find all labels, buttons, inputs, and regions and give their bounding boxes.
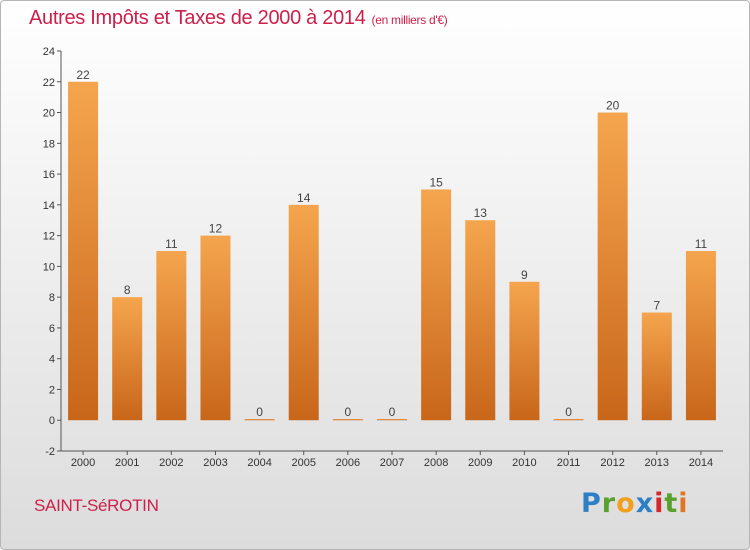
y-tick-label: 2 — [49, 384, 55, 396]
data-label: 7 — [653, 299, 660, 313]
x-tick-label: 2002 — [159, 457, 183, 469]
data-label: 11 — [695, 237, 708, 251]
logo-letter: r — [601, 488, 617, 519]
x-tick-label: 2004 — [247, 457, 271, 469]
data-label: 13 — [474, 206, 488, 220]
x-tick-label: 2008 — [424, 457, 448, 469]
logo-letter: P — [581, 488, 602, 519]
x-tick-label: 2001 — [115, 457, 139, 469]
x-tick-label: 2005 — [291, 457, 315, 469]
y-tick-label: 0 — [49, 415, 55, 427]
x-tick-label: 2012 — [600, 457, 624, 469]
y-tick-label: -2 — [45, 446, 55, 458]
x-tick-label: 2007 — [380, 457, 404, 469]
x-tick-label: 2009 — [468, 457, 492, 469]
y-tick-label: 4 — [49, 354, 55, 366]
bar — [200, 235, 231, 421]
bar — [465, 220, 496, 421]
bar — [685, 251, 716, 421]
commune-name: SAINT-SéROTIN — [34, 496, 159, 515]
data-label: 12 — [209, 222, 223, 236]
x-tick-label: 2011 — [557, 457, 581, 469]
bar — [377, 419, 407, 421]
y-tick-label: 10 — [43, 261, 55, 273]
bar — [244, 419, 275, 421]
logo-letter: x — [635, 488, 655, 519]
y-tick-label: 14 — [43, 200, 55, 212]
y-tick-label: 24 — [43, 46, 55, 58]
data-label: 11 — [165, 237, 178, 251]
y-tick-label: 22 — [43, 77, 55, 89]
y-tick-label: 16 — [43, 169, 55, 181]
x-tick-label: 2000 — [71, 457, 95, 469]
logo-letter: o — [616, 488, 636, 519]
data-label: 8 — [124, 283, 131, 297]
logo-letter: t — [664, 488, 679, 519]
proxiti-logo: Proxiti — [581, 488, 689, 519]
data-label: 0 — [345, 405, 352, 419]
bar — [509, 281, 540, 421]
data-label: 22 — [76, 68, 90, 82]
chart-title-main: Autres Impôts et Taxes de 2000 à 2014 — [29, 7, 366, 29]
bar — [68, 81, 99, 421]
y-tick-label: 20 — [43, 108, 55, 120]
data-label: 0 — [389, 405, 396, 419]
bar — [288, 204, 319, 421]
x-tick-label: 2014 — [689, 457, 713, 469]
bar — [332, 419, 363, 421]
y-tick-label: 8 — [49, 292, 55, 304]
bar — [553, 419, 584, 421]
bar — [641, 312, 672, 421]
bar — [421, 189, 452, 421]
y-tick-label: 12 — [43, 231, 55, 243]
y-tick-label: 6 — [49, 323, 55, 335]
logo-letter: i — [654, 488, 665, 519]
data-label: 0 — [565, 405, 572, 419]
bar — [112, 297, 143, 421]
logo-letter: i — [678, 488, 689, 519]
x-tick-label: 2006 — [336, 457, 360, 469]
chart-title-unit: (en milliers d'€) — [371, 13, 448, 27]
bar — [597, 112, 628, 421]
data-label: 14 — [297, 191, 311, 205]
chart-title: Autres Impôts et Taxes de 2000 à 2014 (en… — [29, 7, 448, 30]
data-label: 9 — [521, 268, 528, 282]
data-label: 0 — [256, 405, 263, 419]
y-tick-label: 18 — [43, 138, 55, 150]
data-label: 15 — [429, 175, 443, 189]
data-label: 20 — [606, 99, 620, 113]
x-tick-label: 2003 — [203, 457, 227, 469]
bar — [156, 251, 187, 421]
x-tick-label: 2013 — [645, 457, 669, 469]
x-tick-label: 2010 — [512, 457, 536, 469]
